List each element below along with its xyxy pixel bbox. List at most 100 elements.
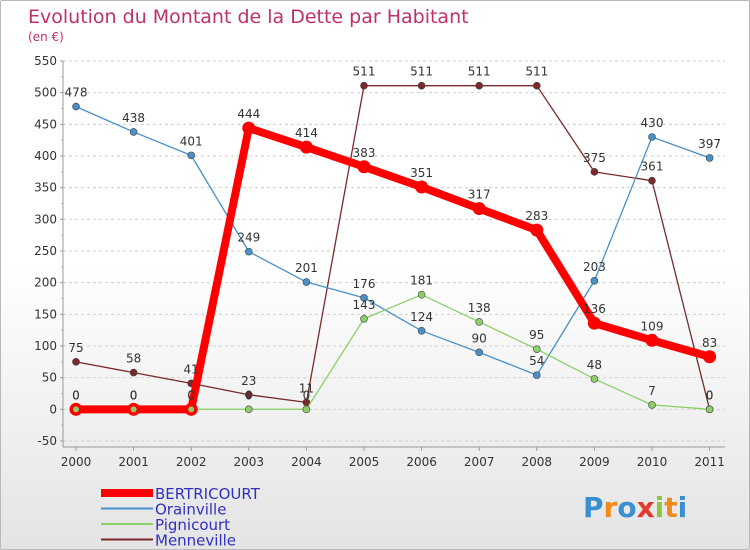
data-label-menneville: 23 — [241, 374, 256, 388]
data-label-bertricourt: 283 — [525, 209, 548, 223]
data-label-orainville: 176 — [353, 277, 376, 291]
data-label-pignicourt: 143 — [353, 298, 376, 312]
data-point-pignicourt — [417, 290, 426, 299]
data-labels: 75 58 41 23 11 511 511 511 511 375 361 0 478 438 401 24… — [65, 65, 722, 403]
data-label-pignicourt: 0 — [706, 388, 714, 402]
data-label-orainville: 90 — [472, 331, 487, 345]
data-point-orainville — [187, 151, 195, 160]
x-tick-label: 2008 — [522, 455, 553, 469]
data-point-menneville — [129, 368, 138, 377]
data-point-pignicourt — [648, 401, 656, 409]
x-tick-label: 2006 — [406, 455, 437, 469]
data-label-menneville: 511 — [468, 65, 491, 79]
legend: BERTRICOURTOrainvillePignicourtMennevill… — [101, 485, 261, 549]
y-tick-label: 100 — [34, 339, 57, 353]
x-tick-label: 2010 — [637, 455, 668, 469]
data-label-orainville: 401 — [180, 134, 203, 148]
data-label-orainville: 397 — [698, 137, 721, 151]
y-tick-label: 450 — [34, 117, 57, 131]
data-label-menneville: 375 — [583, 151, 606, 165]
series-line-bertricourt — [72, 124, 714, 414]
y-tick-label: 400 — [34, 149, 57, 163]
proxiti-logo: Proxiti — [583, 491, 687, 524]
data-label-menneville: 511 — [353, 65, 376, 79]
data-label-bertricourt: 0 — [130, 388, 138, 402]
data-point-bertricourt — [415, 180, 429, 194]
data-label-orainville: 430 — [641, 116, 664, 130]
data-point-orainville — [590, 276, 599, 285]
data-point-pignicourt — [245, 405, 253, 414]
data-label-orainville: 203 — [583, 260, 606, 274]
data-point-orainville — [245, 247, 253, 256]
y-tick-label: 50 — [42, 371, 57, 385]
data-point-inner — [73, 406, 79, 413]
data-point-bertricourt — [299, 140, 313, 154]
data-label-menneville: 0 — [706, 388, 714, 402]
axes: -50 0 50 100 150 200 250 300 350 400 450 500 550 2000… — [34, 54, 725, 469]
data-label-bertricourt: 444 — [237, 107, 260, 121]
data-label-pignicourt: 0 — [130, 388, 138, 402]
series-line-orainville — [75, 105, 711, 376]
x-tick-label: 2000 — [61, 455, 92, 469]
data-label-pignicourt: 48 — [587, 358, 602, 372]
chart-subtitle: (en €) — [28, 30, 64, 44]
data-label-bertricourt: 136 — [583, 302, 606, 316]
x-tick-label: 2005 — [349, 455, 380, 469]
data-point-orainville — [475, 348, 484, 357]
data-point-menneville — [475, 81, 484, 90]
data-point-menneville — [417, 81, 426, 90]
data-label-bertricourt: 317 — [468, 188, 491, 202]
data-label-menneville: 511 — [525, 65, 548, 79]
data-label-orainville: 438 — [122, 111, 145, 125]
data-label-pignicourt: 181 — [410, 274, 433, 288]
data-label-pignicourt: 0 — [245, 388, 253, 402]
data-point-menneville — [72, 358, 80, 366]
data-label-pignicourt: 0 — [72, 388, 80, 402]
y-tick-label: 550 — [34, 54, 57, 68]
chart-title: Evolution du Montant de la Dette par Hab… — [28, 6, 469, 28]
data-label-bertricourt: 0 — [72, 388, 80, 402]
data-point-bertricourt — [587, 316, 601, 330]
data-label-orainville: 478 — [65, 86, 88, 100]
legend-label-pignicourt: Pignicourt — [155, 516, 230, 534]
data-label-menneville: 511 — [410, 65, 433, 79]
data-point-bertricourt — [472, 202, 486, 216]
data-point-pignicourt — [302, 405, 311, 414]
y-tick-label: -50 — [37, 434, 57, 448]
data-label-menneville: 58 — [126, 352, 141, 366]
data-point-orainville — [705, 154, 714, 162]
data-label-orainville: 201 — [295, 261, 318, 275]
y-tick-label: 250 — [34, 244, 57, 258]
data-point-bertricourt — [357, 160, 371, 174]
legend-label-bertricourt: BERTRICOURT — [155, 485, 261, 503]
data-point-inner — [188, 406, 195, 413]
data-point-menneville — [360, 81, 368, 90]
data-label-orainville: 54 — [529, 354, 544, 368]
legend-label-orainville: Orainville — [155, 501, 226, 519]
data-point-bertricourt — [530, 223, 544, 237]
data-point-pignicourt — [475, 318, 484, 326]
data-label-pignicourt: 0 — [187, 388, 195, 402]
data-label-bertricourt: 351 — [410, 166, 433, 180]
data-point-orainville — [648, 133, 656, 141]
data-label-menneville: 361 — [641, 160, 664, 174]
data-label-bertricourt: 414 — [295, 126, 318, 140]
data-label-bertricourt: 383 — [353, 146, 376, 160]
x-tick-label: 2009 — [579, 455, 610, 469]
data-label-pignicourt: 95 — [529, 328, 544, 342]
data-point-orainville — [360, 294, 368, 302]
grid — [63, 60, 725, 442]
data-label-menneville: 75 — [68, 341, 83, 355]
data-point-menneville — [532, 81, 541, 90]
data-label-pignicourt: 7 — [648, 384, 656, 398]
data-point-orainville — [417, 326, 426, 335]
y-tick-label: 200 — [34, 276, 57, 290]
y-tick-label: 150 — [34, 307, 57, 321]
data-point-inner — [130, 406, 137, 413]
x-tick-label: 2011 — [694, 455, 725, 469]
data-point-orainville — [72, 102, 80, 111]
data-label-pignicourt: 0 — [303, 388, 311, 402]
x-tick-label: 2003 — [234, 455, 265, 469]
